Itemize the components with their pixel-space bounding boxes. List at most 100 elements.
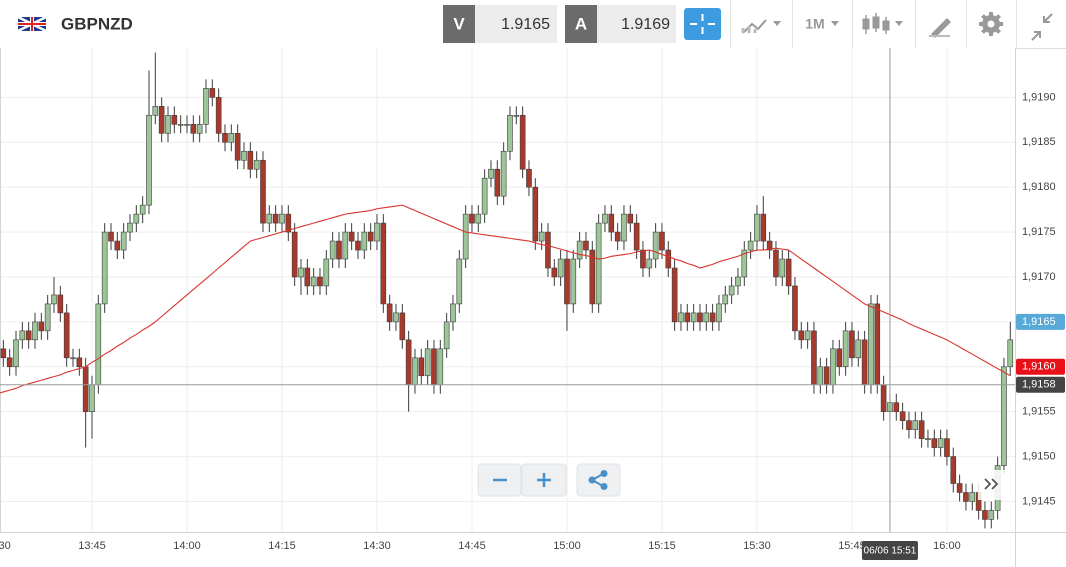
candle-body xyxy=(63,312,70,359)
candle-body xyxy=(678,312,684,323)
candle-body xyxy=(0,348,7,359)
candle-body xyxy=(437,348,444,386)
candle-body xyxy=(317,276,323,287)
chart-type-button[interactable] xyxy=(741,19,781,34)
candle-body xyxy=(969,492,976,502)
candle-body xyxy=(557,258,564,278)
y-tick-label: 1,9170 xyxy=(1022,271,1056,283)
scroll-latest-button[interactable] xyxy=(978,470,1005,500)
candle-body xyxy=(380,222,387,305)
candle-body xyxy=(336,240,342,260)
collapse-button[interactable] xyxy=(1031,13,1053,41)
candle-body xyxy=(203,88,209,125)
candle-body xyxy=(481,177,488,215)
candle-body xyxy=(684,312,691,323)
candle-body xyxy=(57,294,64,314)
candle-body xyxy=(114,240,121,251)
candle-body xyxy=(532,186,539,242)
candle-body xyxy=(906,420,912,430)
candle-body xyxy=(963,492,969,502)
timeframe-button[interactable]: 1M xyxy=(805,16,839,32)
candle-body xyxy=(279,213,285,224)
candle-body xyxy=(165,115,171,134)
ask-box xyxy=(597,5,676,43)
toolbar-separators xyxy=(730,0,1017,48)
candle-body xyxy=(931,438,938,448)
candle-body xyxy=(405,339,412,386)
candle-body xyxy=(564,258,570,305)
candle-body xyxy=(595,222,602,305)
crosshair-button[interactable] xyxy=(684,8,721,40)
y-tick-label: 1,9180 xyxy=(1022,181,1056,193)
candle-body xyxy=(241,150,247,161)
candle-body xyxy=(690,312,697,323)
candle-body xyxy=(849,330,855,359)
candle-body xyxy=(443,321,450,350)
x-tick-label: 14:45 xyxy=(458,540,486,552)
candle-body xyxy=(621,213,627,242)
candle-body xyxy=(348,231,355,242)
candle-body xyxy=(614,231,621,242)
candle-body xyxy=(70,357,76,360)
symbol: GBPNZD xyxy=(61,14,133,33)
x-tick-label: 14:30 xyxy=(363,540,391,552)
draw-button[interactable] xyxy=(929,18,951,38)
candle-body xyxy=(424,348,431,377)
candle-body xyxy=(177,124,184,126)
price-tag xyxy=(1016,313,1065,330)
candle-body xyxy=(716,303,722,323)
bid-badge xyxy=(443,5,475,43)
candle-body xyxy=(76,357,83,368)
candle-body xyxy=(95,303,102,386)
candle-body xyxy=(25,330,32,341)
crosshair-price-tag xyxy=(1016,376,1065,393)
candle-body xyxy=(545,231,551,269)
candle-body xyxy=(893,402,900,412)
x-tick-label: 15:45 xyxy=(838,540,866,552)
candle-body xyxy=(234,133,241,161)
candle-body xyxy=(950,456,957,484)
candle-body xyxy=(152,106,159,116)
zoom-in-button[interactable] xyxy=(521,463,567,497)
candle-body xyxy=(519,115,526,170)
candle-body xyxy=(899,411,906,421)
candle-body xyxy=(823,366,830,386)
zoom-out-button[interactable] xyxy=(477,463,522,497)
candle-body xyxy=(260,159,266,224)
candle-body xyxy=(735,276,741,287)
candle-body xyxy=(133,213,140,224)
candle-body xyxy=(652,231,659,260)
share-button[interactable] xyxy=(576,463,621,497)
candle-body xyxy=(38,321,45,332)
candle-body xyxy=(728,285,735,296)
crosshair-price-label: 1,9158 xyxy=(1022,379,1056,391)
price-tag-label: 1,9160 xyxy=(1022,361,1056,373)
candle-body xyxy=(703,312,710,323)
candle-body xyxy=(722,294,729,305)
candle-body xyxy=(944,438,950,457)
candle-body xyxy=(798,330,805,341)
chart: 1,9145 1,9150 1,9155 1,9160 1,9165 1,9170 1,91… xyxy=(0,48,1066,567)
candle-body xyxy=(139,204,146,215)
candle-body xyxy=(475,213,482,224)
candle-body xyxy=(773,249,779,278)
candle-body xyxy=(431,348,437,386)
candle-body xyxy=(171,115,178,125)
candle-body xyxy=(627,213,634,224)
candle-body xyxy=(988,510,995,520)
candle-body xyxy=(830,348,836,386)
settings-button[interactable] xyxy=(979,12,1003,36)
candle-body xyxy=(785,258,792,287)
candle-body xyxy=(196,124,203,134)
candle-body xyxy=(89,384,95,412)
candle-body xyxy=(507,115,513,152)
x-tick-label: 13:30 xyxy=(0,540,11,552)
candle-body xyxy=(709,312,716,323)
timeframe: 1M xyxy=(805,16,824,32)
y-tick-label: 1,9155 xyxy=(1022,406,1056,418)
candle-body xyxy=(298,267,304,278)
x-tick-label: 15:30 xyxy=(743,540,771,552)
y-tick-label: 1,9190 xyxy=(1022,91,1056,103)
candle-style-button[interactable] xyxy=(862,13,903,34)
